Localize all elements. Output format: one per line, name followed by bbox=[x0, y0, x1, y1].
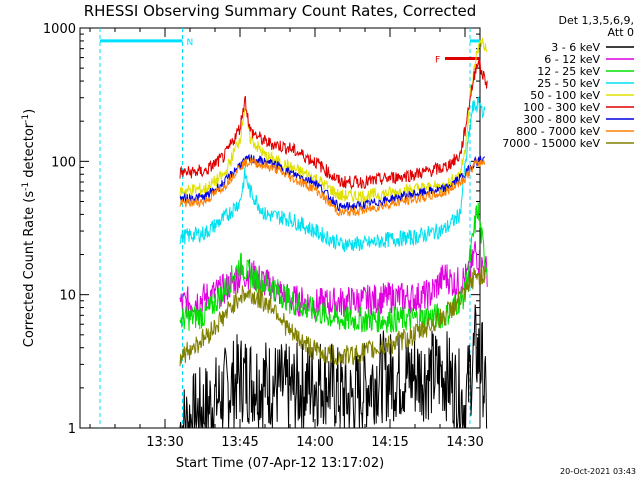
series-line bbox=[179, 96, 486, 253]
x-axis-label: Start Time (07-Apr-12 13:17:02) bbox=[176, 456, 384, 471]
legend-entry-label: 7000 - 15000 keV bbox=[502, 137, 600, 150]
series-layer bbox=[179, 37, 488, 429]
legend-entry-label: 100 - 300 keV bbox=[523, 101, 600, 114]
legend-entry-label: 6 - 12 keV bbox=[544, 53, 600, 66]
chart-title: RHESSI Observing Summary Count Rates, Co… bbox=[84, 2, 477, 20]
footer-date: 20-Oct-2021 03:43 bbox=[560, 467, 636, 476]
y-axis-label: Corrected Count Rate (s-1 detector-1) bbox=[21, 109, 37, 347]
series-line bbox=[179, 153, 485, 212]
series-line bbox=[179, 59, 488, 190]
legend-entry-label: 25 - 50 keV bbox=[537, 77, 600, 90]
series-line bbox=[179, 202, 488, 334]
x-tick-label: 13:30 bbox=[146, 435, 183, 450]
y-tick-label: 1000 bbox=[43, 22, 76, 37]
series-line bbox=[179, 241, 488, 320]
y-tick-label: 1 bbox=[68, 422, 76, 437]
series-line bbox=[179, 37, 488, 204]
night-label: N bbox=[187, 38, 194, 48]
legend-entry-label: 50 - 100 keV bbox=[530, 89, 600, 102]
series-line bbox=[179, 157, 486, 217]
legend-entry-label: 12 - 25 keV bbox=[537, 65, 600, 78]
x-tick-label: 14:00 bbox=[296, 435, 333, 450]
x-tick-label: 13:45 bbox=[221, 435, 258, 450]
legend-entry-label: 3 - 6 keV bbox=[551, 41, 600, 54]
x-tick-label: 14:15 bbox=[371, 435, 408, 450]
y-tick-label: 10 bbox=[59, 289, 76, 304]
y-tick-label: 100 bbox=[51, 155, 76, 170]
legend-entry-label: 800 - 7000 keV bbox=[516, 125, 600, 138]
axis-ticks: 13:30 13:45 14:00 14:15 14:30 1 10 100 1000 bbox=[43, 22, 484, 450]
legend-header-line-1: Det 1,3,5,6,9, bbox=[558, 14, 634, 27]
flare-label: F bbox=[435, 56, 440, 66]
plot-frame bbox=[79, 27, 481, 429]
legend-entry-label: 300 - 800 keV bbox=[523, 113, 600, 126]
legend-header-line-2: Att 0 bbox=[608, 26, 634, 39]
series-line bbox=[179, 265, 486, 367]
x-tick-label: 14:30 bbox=[446, 435, 483, 450]
